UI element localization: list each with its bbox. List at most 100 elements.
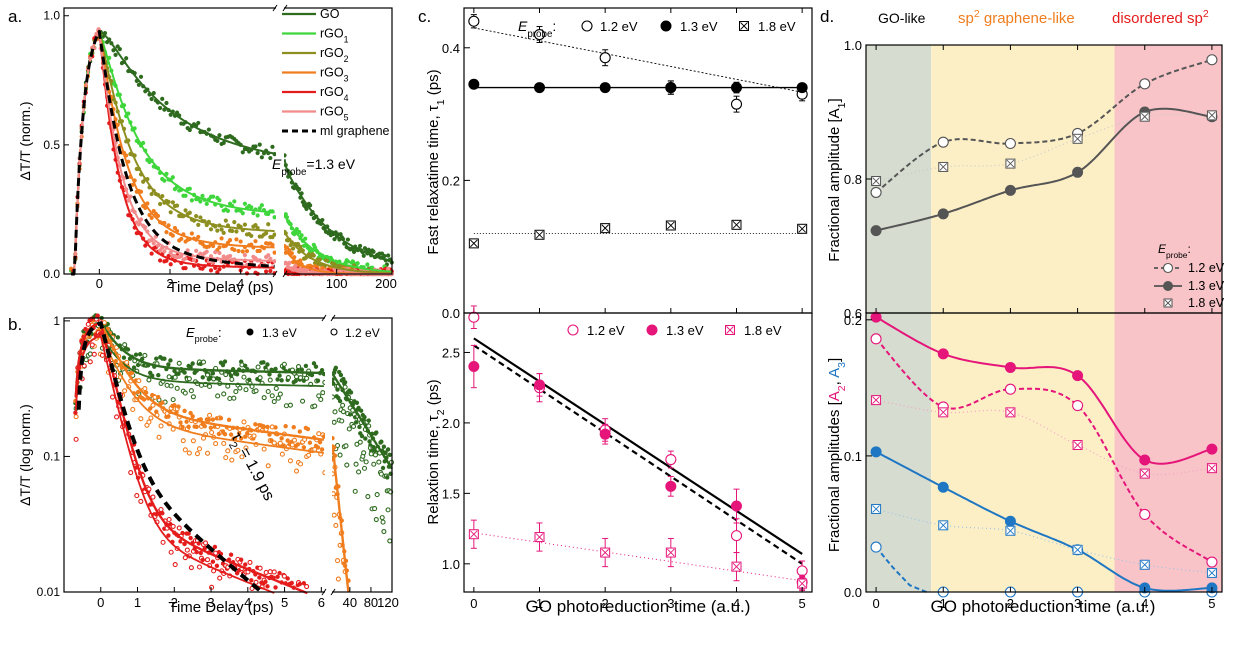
data-point (150, 402, 156, 408)
data-point (356, 405, 361, 411)
data-point (170, 523, 176, 529)
label-part: probe (281, 167, 307, 178)
data-point (253, 223, 258, 228)
data-point (136, 82, 142, 87)
data-point (215, 138, 220, 144)
data-point (91, 351, 97, 357)
data-point (210, 559, 216, 564)
data-point (194, 248, 199, 253)
marker-cross (667, 221, 675, 230)
data-point (202, 540, 209, 546)
data-point (174, 110, 180, 115)
data-point (287, 402, 293, 408)
data-point (253, 579, 259, 585)
data-point (346, 426, 352, 432)
data-point (938, 520, 949, 531)
data-point (243, 445, 249, 451)
data-point (219, 227, 224, 232)
y-tick-label: 0.5 (43, 138, 60, 152)
axis-break-gap (276, 4, 284, 12)
data-point (115, 44, 120, 49)
data-point (1139, 508, 1151, 520)
data-point (217, 198, 222, 203)
data-point (232, 247, 237, 252)
data-point (937, 481, 949, 493)
data-point (263, 569, 269, 576)
data-point (1072, 440, 1083, 451)
data-point (311, 253, 316, 258)
data-point (271, 440, 277, 446)
data-point (372, 506, 378, 512)
data-point (232, 220, 237, 225)
data-point (200, 241, 205, 247)
data-point (227, 238, 233, 243)
data-point (333, 522, 339, 528)
data-point (168, 358, 173, 363)
data-point (1004, 137, 1016, 150)
data-point (187, 127, 192, 133)
data-point (297, 581, 303, 587)
series-line (283, 159, 393, 263)
data-point (271, 569, 277, 575)
data-point (353, 461, 359, 467)
data-point (468, 529, 479, 540)
data-point (253, 422, 258, 427)
label-part: 1 (344, 35, 349, 45)
y-tick-label: 0.2 (442, 173, 460, 188)
data-point (332, 262, 337, 267)
data-point (166, 414, 171, 419)
data-point (275, 377, 280, 382)
data-point (366, 418, 371, 423)
data-point (1139, 559, 1150, 570)
data-point (352, 488, 358, 494)
data-point (1004, 383, 1016, 395)
legend-marker (725, 325, 735, 335)
marker-cross (872, 505, 880, 513)
data-point (599, 428, 611, 440)
data-point (124, 359, 130, 365)
axis-break-mark (330, 588, 336, 596)
data-point (228, 552, 234, 557)
data-point (176, 525, 182, 531)
y-tick-label: 0.0 (844, 585, 862, 600)
data-point (1206, 443, 1218, 455)
x-tick-label: 5 (281, 595, 288, 610)
label-part: 2 (344, 54, 349, 64)
data-point (230, 228, 235, 234)
data-point (176, 360, 182, 366)
label-part: 2 (226, 440, 240, 451)
data-point (174, 203, 180, 208)
plot-frame-c-bottom (463, 312, 813, 593)
data-point (355, 261, 360, 266)
data-point (259, 155, 264, 160)
label-part: 1 (836, 102, 848, 108)
y-axis-label: Relaxtion time, τ2 (ps) (425, 379, 447, 524)
legend-marker (246, 328, 254, 336)
data-point (265, 388, 271, 395)
marker-cross (1164, 299, 1172, 307)
marker-cross (1073, 134, 1082, 143)
data-point (166, 223, 171, 228)
data-point (134, 493, 140, 499)
data-point (338, 372, 344, 378)
data-point (158, 248, 163, 253)
data-point (128, 470, 134, 476)
data-point (196, 234, 201, 240)
data-point (205, 450, 211, 456)
data-point (202, 423, 207, 429)
series-line (71, 30, 275, 275)
data-point (1005, 158, 1016, 169)
data-point (665, 220, 676, 231)
annotation-probe: Eprobe=1.3 eV (272, 156, 356, 178)
data-point (149, 251, 154, 256)
data-point (136, 378, 142, 384)
marker-cross (1140, 469, 1149, 478)
data-point (730, 98, 743, 110)
data-point (186, 376, 192, 382)
x-tick-label: 3 (1074, 596, 1081, 611)
marker-cross (1073, 441, 1082, 449)
data-point (205, 372, 211, 378)
data-point (304, 206, 309, 212)
data-point (1139, 468, 1150, 479)
data-point (234, 229, 239, 234)
